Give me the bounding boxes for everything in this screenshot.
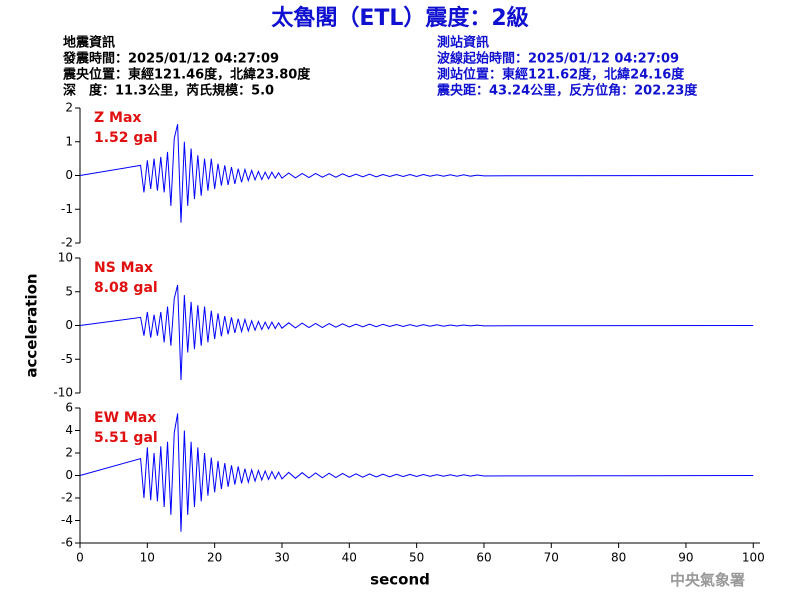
annotation: NS Max — [94, 260, 153, 276]
x-tick-label: 90 — [678, 551, 693, 565]
y-tick-label: -2 — [61, 491, 73, 505]
y-tick-label: 4 — [65, 423, 73, 437]
x-tick-label: 100 — [742, 551, 765, 565]
y-tick-label: -4 — [61, 513, 73, 527]
info-line: 測站資訊 — [437, 35, 489, 51]
waveform — [79, 284, 754, 381]
y-tick-label: 6 — [65, 401, 73, 415]
y-tick-label: 0 — [65, 468, 73, 482]
y-tick-label: -2 — [61, 236, 73, 250]
y-tick-label: -6 — [61, 536, 73, 550]
chart-title: 太魯閣（ETL）震度：2級 — [271, 5, 528, 31]
x-axis-label: second — [370, 571, 430, 589]
annotation: 5.51 gal — [94, 430, 158, 446]
waveform — [79, 413, 754, 532]
y-tick-label: 2 — [65, 101, 73, 115]
y-tick-label: 1 — [65, 134, 73, 148]
x-tick-label: 0 — [76, 551, 84, 565]
info-line: 深 度：11.3公里，芮氏規模：5.0 — [63, 83, 274, 99]
x-tick-label: 40 — [342, 551, 357, 565]
annotation: Z Max — [94, 110, 141, 126]
y-axis-label: acceleration — [23, 273, 41, 377]
x-tick-label: 30 — [274, 551, 289, 565]
x-tick-label: 20 — [207, 551, 222, 565]
info-line: 測站位置：東經121.62度，北緯24.16度 — [437, 67, 685, 83]
y-tick-label: 0 — [65, 168, 73, 182]
y-tick-label: -5 — [61, 352, 73, 366]
y-tick-label: 2 — [65, 446, 73, 460]
info-line: 發震時間：2025/01/12 04:27:09 — [62, 51, 279, 67]
x-tick-label: 50 — [409, 551, 424, 565]
info-line: 震央距：43.24公里，反方位角：202.23度 — [436, 83, 698, 99]
info-line: 地震資訊 — [63, 35, 115, 51]
y-tick-label: -1 — [61, 202, 73, 216]
y-tick-label: 10 — [58, 251, 73, 265]
x-tick-label: 70 — [544, 551, 559, 565]
footer: 中央氣象署 — [670, 571, 745, 589]
annotation: 1.52 gal — [94, 130, 158, 146]
annotation: EW Max — [94, 410, 156, 426]
y-tick-label: 0 — [65, 318, 73, 332]
x-tick-label: 10 — [140, 551, 155, 565]
info-line: 震央位置：東經121.46度，北緯23.80度 — [62, 67, 311, 83]
x-tick-label: 80 — [611, 551, 626, 565]
info-line: 波線起始時間：2025/01/12 04:27:09 — [437, 51, 679, 67]
x-tick-label: 60 — [476, 551, 491, 565]
y-tick-label: 5 — [65, 284, 73, 298]
y-tick-label: -10 — [53, 386, 73, 400]
annotation: 8.08 gal — [94, 280, 158, 296]
waveform — [79, 124, 754, 223]
